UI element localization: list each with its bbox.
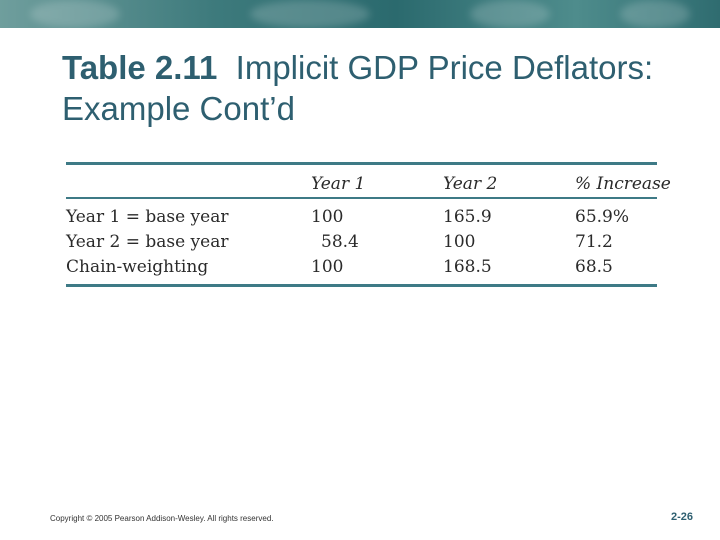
cell-chain-increase: 68.5 bbox=[575, 257, 613, 277]
table-top-rule bbox=[66, 162, 657, 165]
cell-chain-year2: 168.5 bbox=[443, 257, 492, 277]
column-header-year-1: Year 1 bbox=[311, 174, 366, 194]
row-label-year2-base: Year 2 = base year bbox=[66, 232, 229, 252]
table-header-rule bbox=[66, 197, 657, 199]
row-label-year1-base: Year 1 = base year bbox=[66, 207, 229, 227]
cell-chain-year1: 100 bbox=[311, 257, 344, 277]
banner-texture bbox=[620, 0, 690, 28]
banner-texture bbox=[250, 0, 370, 28]
slide-title: Table 2.11 Implicit GDP Price Deflators:… bbox=[62, 47, 682, 129]
cell-year2-base-year2: 100 bbox=[443, 232, 476, 252]
row-label-chain-weighting: Chain-weighting bbox=[66, 257, 209, 277]
title-table-number: Table 2.11 bbox=[62, 49, 218, 86]
banner-texture bbox=[470, 0, 550, 28]
cell-year1-base-increase: 65.9% bbox=[575, 207, 630, 227]
header-banner bbox=[0, 0, 720, 28]
column-header-percent-increase: % Increase bbox=[575, 174, 671, 194]
copyright-footer: Copyright © 2005 Pearson Addison-Wesley.… bbox=[50, 514, 274, 523]
title-text: Implicit GDP Price Deflators: Example Co… bbox=[62, 49, 654, 127]
banner-texture bbox=[30, 0, 120, 28]
column-header-year-2: Year 2 bbox=[443, 174, 498, 194]
page-number: 2-26 bbox=[670, 511, 693, 523]
cell-year1-base-year1: 100 bbox=[311, 207, 344, 227]
cell-year1-base-year2: 165.9 bbox=[443, 207, 492, 227]
table-bottom-rule bbox=[66, 284, 657, 287]
cell-year2-base-year1: 58.4 bbox=[321, 232, 359, 252]
cell-year2-base-increase: 71.2 bbox=[575, 232, 613, 252]
